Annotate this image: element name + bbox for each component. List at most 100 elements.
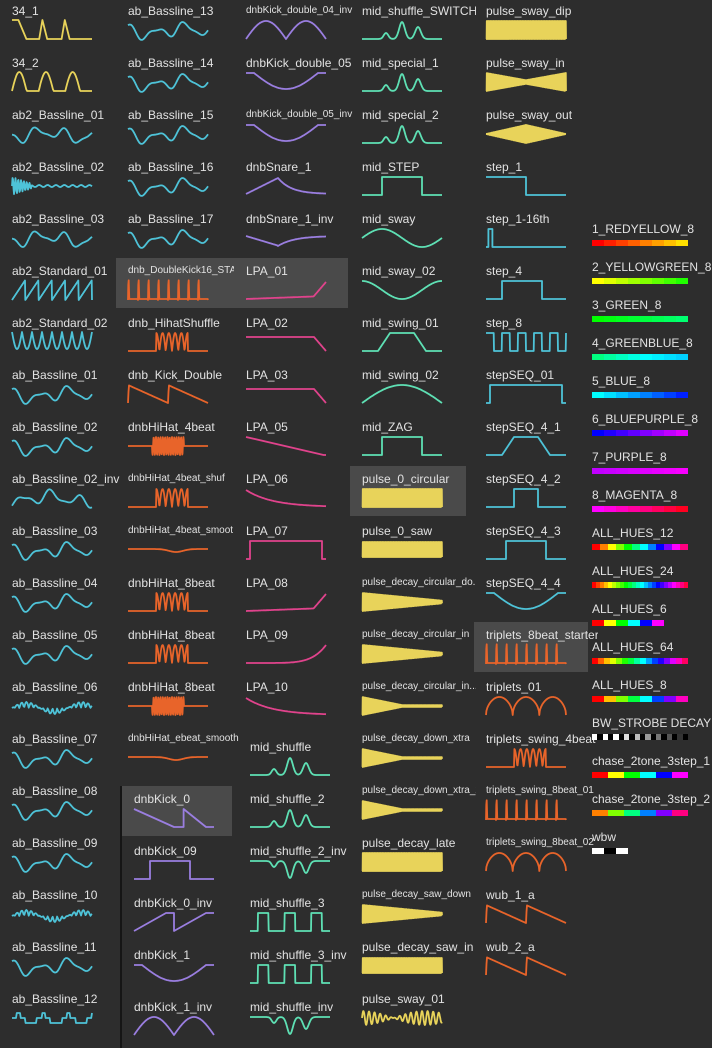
pattern-tile[interactable]: ab_Bassline_10	[0, 882, 118, 932]
palette-tile[interactable]: 7_PURPLE_8	[580, 444, 712, 494]
palette-tile[interactable]: ALL_HUES_8	[580, 672, 712, 722]
palette-tile[interactable]: ALL_HUES_24	[580, 558, 712, 608]
pattern-tile[interactable]: dnbKick_0_inv	[122, 890, 232, 940]
palette-tile[interactable]: 2_YELLOWGREEN_8	[580, 254, 712, 304]
pattern-tile[interactable]: ab_Bassline_17	[116, 206, 234, 256]
palette-tile[interactable]: 1_REDYELLOW_8	[580, 216, 712, 266]
pattern-tile[interactable]: ab2_Bassline_03	[0, 206, 118, 256]
pattern-tile[interactable]: LPA_08	[234, 570, 348, 620]
pattern-tile[interactable]: LPA_03	[234, 362, 348, 412]
pattern-tile[interactable]: ab_Bassline_09	[0, 830, 118, 880]
pattern-tile[interactable]: 34_1	[0, 0, 118, 48]
pattern-tile[interactable]: dnb_HihatShuffle	[116, 310, 234, 360]
pattern-tile[interactable]: pulse_0_saw	[350, 518, 466, 568]
pattern-tile[interactable]: dnbKick_0	[122, 786, 232, 836]
pattern-tile[interactable]: triplets_swing_4beat	[474, 726, 595, 776]
pattern-tile[interactable]: LPA_05	[234, 414, 348, 464]
pattern-tile[interactable]: step_1	[474, 154, 588, 204]
pattern-tile[interactable]: stepSEQ_4_4	[474, 570, 588, 620]
pattern-tile[interactable]: mid_swing_01	[350, 310, 466, 360]
pattern-tile[interactable]: mid_shuffle	[238, 734, 348, 784]
palette-tile[interactable]: 6_BLUEPURPLE_8	[580, 406, 712, 456]
pattern-tile[interactable]: LPA_09	[234, 622, 348, 672]
pattern-tile[interactable]: mid_shuffle_3	[238, 890, 348, 940]
pattern-tile[interactable]: LPA_10	[234, 674, 348, 724]
pattern-tile[interactable]: mid_special_2	[350, 102, 466, 152]
pattern-tile[interactable]: LPA_06	[234, 466, 348, 516]
pattern-tile[interactable]: dnbKick_09	[122, 838, 232, 888]
pattern-tile[interactable]: LPA_07	[234, 518, 348, 568]
palette-tile[interactable]: 5_BLUE_8	[580, 368, 712, 418]
pattern-tile[interactable]: dnbHiHat_4beat	[116, 414, 234, 464]
palette-tile[interactable]: ALL_HUES_6	[580, 596, 712, 646]
pattern-tile[interactable]: dnb_DoubleKick16_STA	[116, 258, 236, 308]
pattern-tile[interactable]: ab_Bassline_08	[0, 778, 118, 828]
pattern-tile[interactable]: step_8	[474, 310, 588, 360]
pattern-tile[interactable]: mid_special_1	[350, 50, 466, 100]
palette-tile[interactable]: ALL_HUES_12	[580, 520, 712, 570]
pattern-tile[interactable]: pulse_decay_late	[350, 830, 466, 880]
pattern-tile[interactable]: ab2_Standard_01	[0, 258, 118, 308]
palette-tile[interactable]: 4_GREENBLUE_8	[580, 330, 712, 380]
pattern-tile[interactable]: pulse_decay_down_xtra	[350, 726, 470, 776]
pattern-tile[interactable]: mid_shuffle_2	[238, 786, 348, 836]
pattern-tile[interactable]: mid_shuffle_2_inv	[238, 838, 348, 888]
pattern-tile[interactable]: pulse_decay_circular_in	[350, 622, 469, 672]
pattern-tile[interactable]: mid_sway_02	[350, 258, 466, 308]
pattern-tile[interactable]: dnbKick_1_inv	[122, 994, 232, 1044]
palette-tile[interactable]: chase_2tone_3step_2	[580, 786, 712, 836]
pattern-tile[interactable]: dnbHiHat_ebeat_smooth	[116, 726, 239, 776]
pattern-tile[interactable]: dnbHiHat_8beat	[116, 570, 234, 620]
pattern-tile[interactable]: ab_Bassline_02	[0, 414, 118, 464]
pattern-tile[interactable]: mid_shuffle_SWITCH	[350, 0, 476, 48]
pattern-tile[interactable]: ab_Bassline_16	[116, 154, 234, 204]
pattern-tile[interactable]: 34_2	[0, 50, 118, 100]
pattern-tile[interactable]: triplets_8beat_starter	[474, 622, 598, 672]
pattern-tile[interactable]: ab2_Bassline_01	[0, 102, 118, 152]
palette-tile[interactable]: 3_GREEN_8	[580, 292, 712, 342]
pattern-tile[interactable]: ab_Bassline_01	[0, 362, 118, 412]
pattern-tile[interactable]: ab_Bassline_07	[0, 726, 118, 776]
pattern-tile[interactable]: stepSEQ_4_2	[474, 466, 588, 516]
pattern-tile[interactable]: LPA_01	[234, 258, 348, 308]
pattern-tile[interactable]: stepSEQ_4_3	[474, 518, 588, 568]
pattern-tile[interactable]: stepSEQ_01	[474, 362, 588, 412]
palette-tile[interactable]: chase_2tone_3step_1	[580, 748, 712, 798]
pattern-tile[interactable]: triplets_swing_8beat_01	[474, 778, 594, 828]
pattern-tile[interactable]: mid_sway	[350, 206, 466, 256]
pattern-tile[interactable]: wub_1_a	[474, 882, 588, 932]
pattern-tile[interactable]: mid_ZAG	[350, 414, 466, 464]
pattern-tile[interactable]: dnbHiHat_8beat	[116, 622, 234, 672]
pattern-tile[interactable]: ab_Bassline_03	[0, 518, 118, 568]
pattern-tile[interactable]: ab_Bassline_02_inv	[0, 466, 119, 516]
pattern-tile[interactable]: ab_Bassline_12	[0, 986, 118, 1036]
palette-tile[interactable]: ALL_HUES_64	[580, 634, 712, 684]
pattern-tile[interactable]: ab_Bassline_13	[116, 0, 234, 48]
pattern-tile[interactable]: ab_Bassline_06	[0, 674, 118, 724]
pattern-tile[interactable]: wub_2_a	[474, 934, 588, 984]
pattern-tile[interactable]: pulse_sway_in	[474, 50, 588, 100]
pattern-tile[interactable]: dnbKick_double_05	[234, 50, 351, 100]
pattern-tile[interactable]: ab_Bassline_04	[0, 570, 118, 620]
pattern-tile[interactable]: dnbHiHat_4beat_shuf	[116, 466, 234, 516]
pattern-tile[interactable]: dnbKick_double_04_inv	[234, 0, 352, 48]
pattern-tile[interactable]: ab_Bassline_05	[0, 622, 118, 672]
pattern-tile[interactable]: dnbSnare_1	[234, 154, 348, 204]
pattern-tile[interactable]: pulse_decay_down_xtra_2	[350, 778, 476, 828]
pattern-tile[interactable]: pulse_decay_circular_in...	[350, 674, 476, 724]
palette-tile[interactable]: 8_MAGENTA_8	[580, 482, 712, 532]
palette-tile[interactable]: BW_STROBE DECAY	[580, 710, 712, 760]
pattern-tile[interactable]: dnbSnare_1_inv	[234, 206, 348, 256]
pattern-tile[interactable]: pulse_decay_saw_in	[350, 934, 473, 984]
pattern-tile[interactable]: mid_swing_02	[350, 362, 466, 412]
pattern-tile[interactable]: pulse_sway_01	[350, 986, 466, 1036]
pattern-tile[interactable]: triplets_swing_8beat_02	[474, 830, 594, 880]
pattern-tile[interactable]: pulse_sway_out	[474, 102, 588, 152]
pattern-tile[interactable]: dnbKick_double_05_inv	[234, 102, 352, 152]
pattern-tile[interactable]: mid_shuffle_inv	[238, 994, 348, 1044]
pattern-tile[interactable]: triplets_01	[474, 674, 588, 724]
pattern-tile[interactable]: pulse_0_circular	[350, 466, 466, 516]
palette-tile[interactable]: wbw	[580, 824, 712, 874]
pattern-tile[interactable]: stepSEQ_4_1	[474, 414, 588, 464]
pattern-tile[interactable]: step_4	[474, 258, 588, 308]
